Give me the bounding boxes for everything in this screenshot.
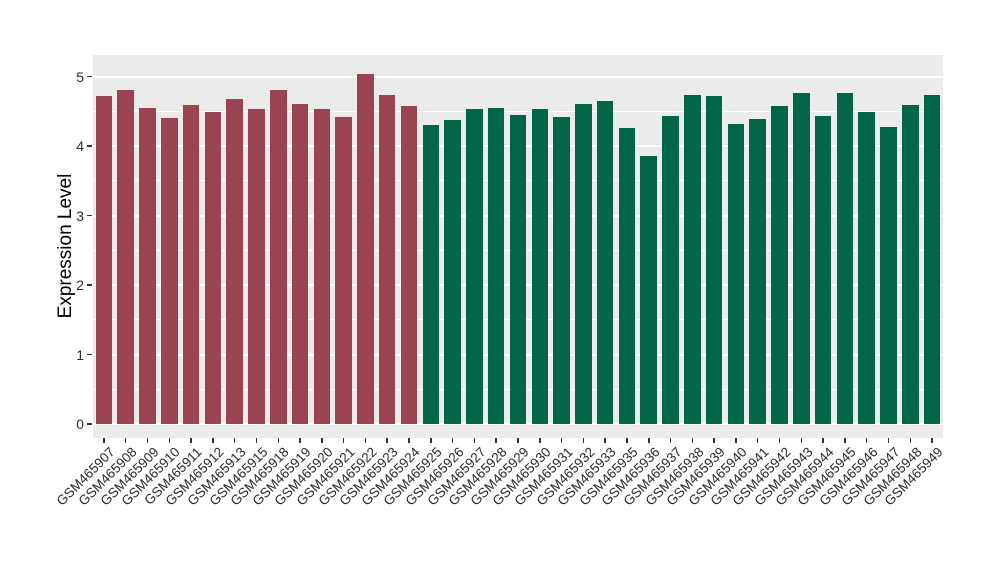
x-tick [539, 438, 541, 443]
bar-GSM465946 [858, 112, 875, 425]
x-tick [190, 438, 192, 443]
x-tick [713, 438, 715, 443]
x-tick [473, 438, 476, 443]
y-tick-label: 4 [76, 138, 84, 155]
x-tick [756, 438, 759, 443]
x-tick [277, 438, 279, 443]
x-tick [386, 438, 388, 443]
x-tick [669, 438, 672, 443]
x-tick [168, 438, 171, 443]
x-tick [778, 438, 781, 443]
bar-GSM465920 [313, 108, 331, 425]
bar-GSM465929 [509, 115, 527, 425]
x-tick [408, 438, 410, 443]
bar-GSM465935 [618, 127, 636, 425]
x-tick [321, 438, 323, 443]
bar-GSM465949 [923, 95, 941, 425]
x-tick [822, 438, 824, 443]
bar-GSM465907 [95, 96, 113, 425]
x-tick [212, 438, 214, 443]
bar-GSM465925 [422, 124, 440, 425]
bar-GSM465932 [575, 104, 592, 425]
bar-GSM465931 [553, 116, 570, 425]
gridline-minor [93, 110, 943, 112]
x-tick [844, 438, 846, 443]
bar-GSM465942 [771, 105, 788, 425]
gridline-major [93, 423, 943, 426]
y-tick-label: 1 [76, 346, 84, 363]
x-tick [909, 438, 912, 443]
x-tick [233, 438, 236, 443]
x-tick [430, 438, 432, 443]
y-tick-label: 2 [76, 277, 84, 294]
bar-GSM465943 [793, 93, 810, 425]
x-tick [146, 438, 149, 443]
y-tick [87, 353, 92, 356]
bar-GSM465939 [705, 96, 723, 425]
bar-GSM465930 [531, 108, 549, 425]
x-tick [451, 438, 454, 443]
y-tick [87, 423, 92, 425]
x-tick [560, 438, 563, 443]
bar-GSM465911 [182, 105, 200, 425]
x-tick [255, 438, 258, 443]
bar-GSM465922 [357, 73, 374, 425]
y-tick-label: 5 [76, 68, 84, 85]
x-tick [604, 438, 606, 443]
bar-GSM465940 [727, 123, 745, 425]
x-tick [865, 438, 868, 443]
bar-GSM465944 [814, 116, 832, 425]
bar-GSM465913 [226, 98, 243, 425]
y-tick [87, 214, 92, 217]
bar-GSM465918 [269, 89, 287, 425]
bar-GSM465919 [291, 103, 309, 425]
gridline-major [93, 75, 943, 78]
bar-GSM465945 [836, 92, 854, 425]
bar-GSM465927 [466, 109, 483, 425]
bar-GSM465937 [662, 116, 679, 425]
x-tick [648, 438, 650, 443]
bar-GSM465948 [902, 105, 919, 425]
x-tick [299, 438, 301, 443]
y-tick-label: 3 [76, 207, 84, 224]
bar-GSM465947 [880, 126, 897, 425]
bar-GSM465910 [161, 118, 178, 425]
x-tick [691, 438, 694, 443]
x-tick [364, 438, 367, 443]
x-tick [124, 438, 127, 443]
x-tick [103, 438, 105, 443]
plot-panel [93, 55, 943, 438]
bar-GSM465921 [335, 116, 352, 425]
bar-GSM465926 [444, 119, 461, 425]
x-tick [626, 438, 628, 443]
bar-GSM465923 [378, 94, 396, 425]
x-tick [517, 438, 519, 443]
x-tick [582, 438, 585, 443]
bar-GSM465908 [117, 90, 134, 425]
bar-GSM465928 [487, 107, 505, 425]
x-tick [800, 438, 803, 443]
y-tick [87, 75, 92, 78]
y-tick [87, 284, 92, 286]
x-tick [735, 438, 737, 443]
bar-GSM465912 [204, 112, 222, 425]
bar-GSM465933 [596, 100, 614, 425]
x-tick [887, 438, 890, 443]
bar-GSM465938 [684, 94, 701, 425]
y-tick-label: 0 [76, 416, 84, 433]
bar-GSM465915 [248, 108, 265, 425]
x-tick [495, 438, 497, 443]
x-tick [342, 438, 345, 443]
x-tick [931, 438, 933, 443]
y-tick [87, 145, 92, 147]
y-axis-title: Expression Level [55, 173, 76, 319]
bar-GSM465941 [749, 118, 766, 425]
bar-GSM465924 [400, 106, 418, 425]
bar-GSM465936 [640, 156, 658, 425]
bar-GSM465909 [139, 107, 156, 425]
